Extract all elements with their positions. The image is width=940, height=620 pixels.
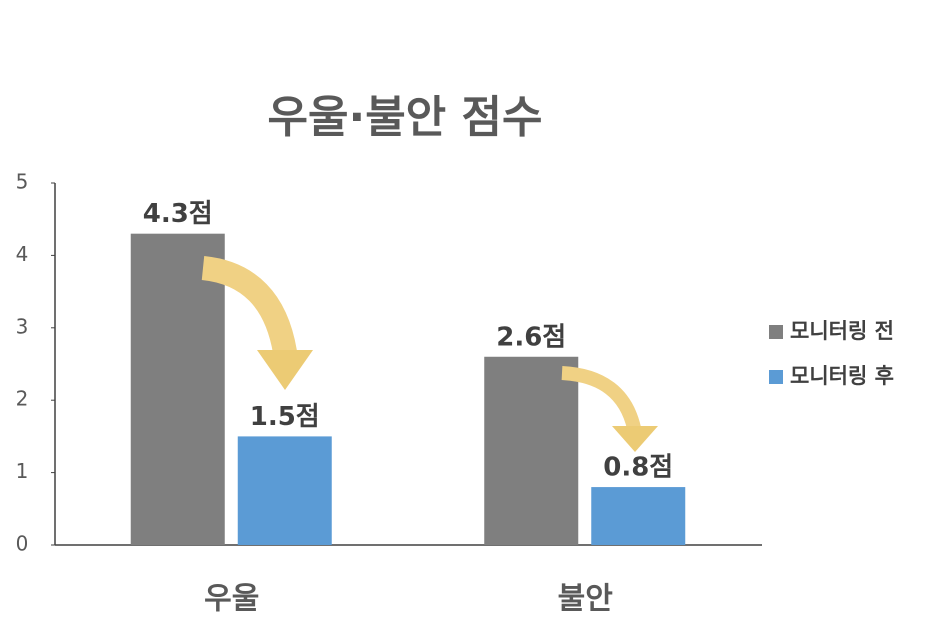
legend-swatch [769, 370, 783, 384]
bar [237, 436, 332, 545]
bar [130, 233, 225, 545]
arrow [561, 366, 641, 430]
y-tick-label: 2 [16, 387, 29, 411]
y-tick-label: 5 [16, 170, 29, 194]
x-tick-label: 불안 [558, 582, 614, 617]
arrow [201, 256, 297, 355]
bar [591, 487, 686, 545]
legend-label: 모니터링 후 [790, 364, 894, 388]
chart-title: 우울·불안 점수 [268, 92, 543, 143]
y-tick-label: 3 [16, 314, 29, 338]
value-label: 2.6점 [496, 322, 566, 352]
arrows [201, 256, 658, 452]
x-tick-label: 우울 [204, 582, 259, 617]
value-label: 1.5점 [250, 402, 320, 432]
bar [484, 356, 579, 545]
y-tick-label: 1 [16, 459, 29, 483]
y-tick-label: 4 [16, 242, 29, 266]
legend-label: 모니터링 전 [790, 319, 894, 343]
value-label: 0.8점 [603, 453, 673, 483]
y-tick-label: 0 [16, 532, 29, 556]
value-label: 4.3점 [143, 199, 213, 229]
arrow-head [612, 426, 658, 452]
legend-swatch [769, 325, 783, 339]
arrow-head [257, 350, 313, 390]
